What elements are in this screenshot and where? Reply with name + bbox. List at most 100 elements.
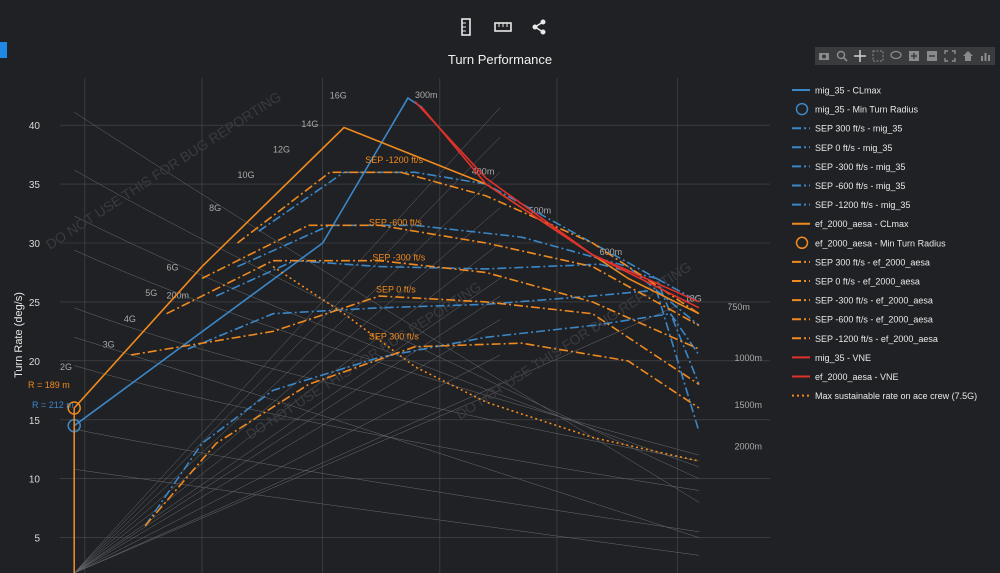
turn-radius-label: 1500m	[735, 400, 763, 410]
side-panel-tab[interactable]	[0, 42, 7, 58]
legend-item-label: ef_2000_aesa - Min Turn Radius	[815, 238, 946, 248]
legend-item-label: SEP -1200 ft/s - mig_35	[815, 200, 910, 210]
g-load-label: 12G	[273, 145, 290, 155]
g-load-label: 5G	[145, 288, 157, 298]
legend-item-label: SEP -600 ft/s - mig_35	[815, 181, 905, 191]
legend-marker	[795, 102, 809, 116]
turn-radius-line	[74, 307, 700, 462]
plotly-logo-icon[interactable]	[980, 50, 992, 62]
g-load-label: 6G	[167, 263, 179, 273]
turn-radius-label: 400m	[472, 167, 495, 177]
legend-item-label: Max sustainable rate on ace crew (7.5G)	[815, 391, 977, 401]
radius-lines-layer: 200m 300m 400m 500m 600m 750m 1000m 1500m 2000m	[74, 90, 763, 556]
legend-item-label: mig_35 - CLmax	[815, 86, 882, 96]
g-load-line	[74, 278, 501, 573]
turn-radius-line	[74, 337, 700, 538]
series-line	[187, 289, 700, 432]
g-load-line	[74, 136, 501, 573]
turn-radius-label: 600m	[600, 247, 623, 257]
zoom-icon[interactable]	[836, 50, 848, 62]
g-load-line	[74, 390, 501, 573]
series-line	[237, 224, 700, 327]
plot-modebar	[815, 47, 995, 65]
series-line	[73, 96, 423, 427]
legend-item-label: SEP 0 ft/s - ef_2000_aesa	[815, 277, 920, 287]
turn-radius-line	[74, 365, 700, 491]
y-tick-label: 20	[29, 357, 41, 368]
annotation-layer: R = 189 m R = 212 m SEP -1200 ft/s SEP -600…	[28, 155, 426, 410]
autoscale-icon[interactable]	[944, 50, 956, 62]
grid-layer	[60, 78, 770, 573]
g-load-line	[74, 354, 501, 573]
series-line	[258, 171, 700, 303]
camera-icon[interactable]	[818, 50, 830, 62]
pan-icon[interactable]	[854, 50, 866, 62]
turn-radius-label: 200m	[167, 290, 190, 300]
g-load-line	[74, 107, 501, 573]
sep-label: SEP -1200 ft/s	[365, 155, 423, 165]
sep-label: SEP 300 ft/s	[369, 332, 419, 342]
turn-radius-line	[74, 428, 700, 532]
legend-item-label: mig_35 - Min Turn Radius	[815, 105, 919, 115]
y-tick-label: 10	[29, 475, 41, 486]
ef-radius-annotation: R = 189 m	[28, 380, 70, 390]
series-line	[421, 106, 700, 303]
turn-radius-label: 750m	[727, 302, 750, 312]
g-load-line	[74, 319, 501, 573]
legend-item-label: SEP 300 ft/s - ef_2000_aesa	[815, 257, 930, 267]
ruler-vertical-icon[interactable]	[453, 14, 479, 40]
g-load-label: 4G	[124, 314, 136, 324]
mig-radius-annotation: R = 212 m	[32, 400, 74, 410]
y-axis-label: Turn Rate (deg/s)	[13, 292, 25, 378]
g-load-label: 14G	[301, 119, 318, 129]
turn-radius-label: 2000m	[735, 441, 763, 451]
legend: mig_35 - CLmax mig_35 - Min Turn Radius SE…	[792, 86, 977, 401]
sep-label: SEP 0 ft/s	[376, 285, 416, 295]
legend-item-label: SEP -300 ft/s - mig_35	[815, 162, 905, 172]
watermark: DO NOT USE THIS FOR BUG REPORTING	[243, 278, 484, 442]
legend-item-label: SEP -600 ft/s - ef_2000_aesa	[815, 315, 933, 325]
y-tick-label: 30	[29, 239, 41, 250]
legend-item-label: mig_35 - VNE	[815, 353, 871, 363]
g-load-line	[74, 295, 501, 573]
series-line	[414, 101, 700, 309]
g-load-label: 10G	[238, 170, 255, 180]
turn-radius-line	[74, 169, 700, 479]
sep-label: SEP -300 ft/s	[372, 253, 425, 263]
legend-item-label: SEP 300 ft/s - mig_35	[815, 124, 902, 134]
reset-axes-icon[interactable]	[962, 50, 974, 62]
series-line	[130, 295, 700, 386]
series-line	[272, 265, 700, 462]
g-load-line	[74, 242, 501, 573]
turn-radius-line	[74, 215, 700, 468]
lasso-icon[interactable]	[890, 50, 902, 62]
y-axis: 5 10 15 20 25 30 35 40	[29, 121, 41, 545]
turn-radius-line	[74, 249, 700, 456]
turn-radius-label: 500m	[529, 206, 552, 216]
legend-item-label: SEP 0 ft/s - mig_35	[815, 143, 892, 153]
g-load-label: 8G	[209, 203, 221, 213]
ruler-horizontal-icon[interactable]	[490, 14, 516, 40]
g-load-label: 3G	[103, 339, 115, 349]
share-icon[interactable]	[526, 14, 552, 40]
chart-title: Turn Performance	[447, 52, 553, 67]
series-line	[144, 312, 700, 527]
box-select-icon[interactable]	[872, 50, 884, 62]
g-load-label: 2G	[60, 362, 72, 372]
sep-label: SEP -600 ft/s	[369, 217, 422, 227]
legend-item-label: SEP -1200 ft/s - ef_2000_aesa	[815, 334, 938, 344]
zoom-in-icon[interactable]	[908, 50, 920, 62]
series-layer	[67, 96, 700, 573]
top-toolbar	[0, 14, 1000, 40]
legend-marker	[795, 236, 809, 250]
y-tick-label: 40	[29, 121, 41, 132]
series-line	[73, 126, 700, 409]
turn-radius-label: 300m	[415, 90, 438, 100]
series-line	[201, 224, 700, 327]
g-load-line	[74, 295, 700, 573]
zoom-out-icon[interactable]	[926, 50, 938, 62]
legend-item-label: ef_2000_aesa - VNE	[815, 372, 899, 382]
series-line	[237, 171, 700, 315]
series-line	[144, 342, 700, 527]
